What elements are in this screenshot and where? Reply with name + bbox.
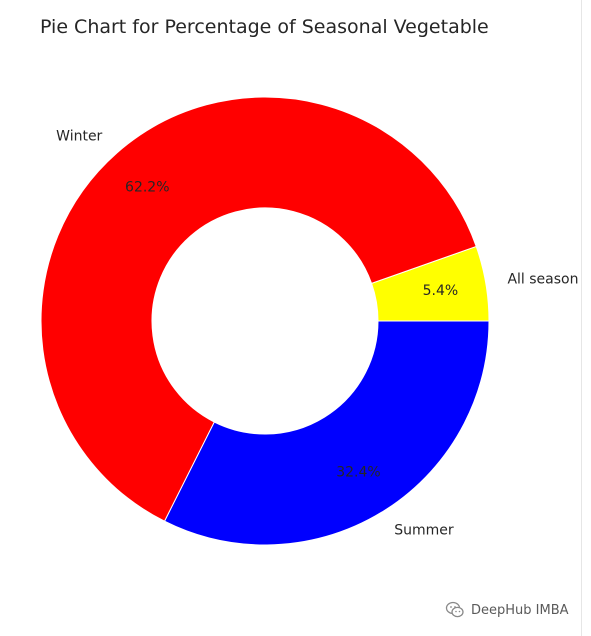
right-border-line	[581, 0, 582, 636]
wedge-summer	[163, 320, 490, 546]
category-label-winter: Winter	[56, 128, 102, 144]
percent-label-group: 5.4% 62.2% 32.4%	[125, 179, 458, 480]
percent-label-summer: 32.4%	[336, 464, 380, 480]
wedge-winter	[40, 96, 477, 522]
percent-label-winter: 62.2%	[125, 179, 169, 195]
category-label-group: All season Winter Summer	[56, 128, 578, 538]
wedge-group	[40, 96, 490, 546]
percent-label-all-season: 5.4%	[423, 283, 459, 299]
category-label-summer: Summer	[394, 522, 454, 538]
watermark: DeepHub IMBA	[445, 600, 569, 620]
category-label-all-season: All season	[507, 271, 578, 287]
watermark-text: DeepHub IMBA	[471, 602, 569, 618]
wechat-logo-icon	[445, 601, 464, 618]
chart-title: Pie Chart for Percentage of Seasonal Veg…	[40, 16, 489, 38]
